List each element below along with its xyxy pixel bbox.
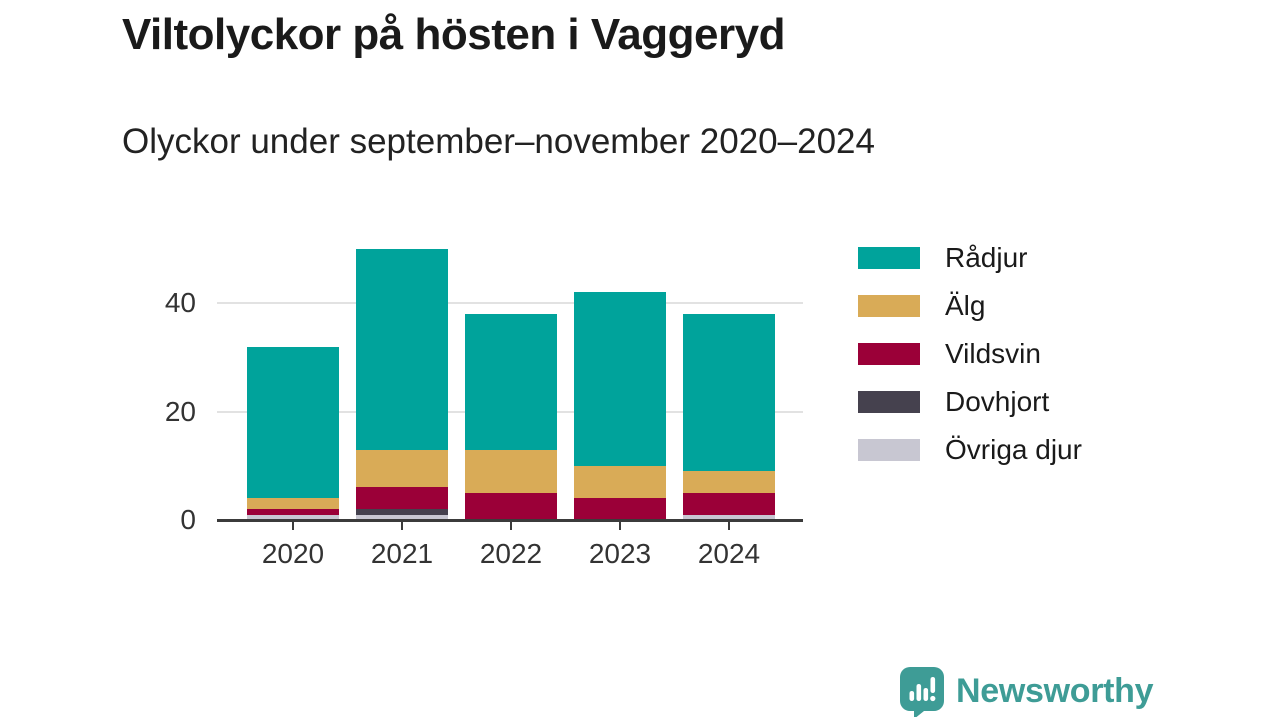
x-axis-tick-label: 2022 — [479, 538, 543, 569]
legend-item-Älg: Älg — [858, 282, 1082, 330]
bar-segment-Övriga djur-2021 — [356, 514, 448, 520]
legend-item-Dovhjort: Dovhjort — [858, 378, 1082, 426]
legend-label: Älg — [945, 290, 986, 321]
bar-segment-Rådjur-2021 — [356, 249, 448, 450]
y-axis-tick-label: 20 — [164, 395, 196, 427]
legend-swatch — [858, 295, 920, 317]
bar-segment-Vildsvin-2021 — [356, 487, 448, 510]
newsworthy-logo-icon — [900, 667, 944, 717]
x-axis-tick — [619, 522, 621, 530]
legend-item-Övriga djur: Övriga djur — [858, 426, 1082, 474]
x-axis-tick-label: 2021 — [370, 538, 434, 569]
bar-segment-Älg-2023 — [574, 465, 666, 499]
legend-label: Vildsvin — [945, 338, 1041, 369]
brand-logo[interactable]: Newsworthy — [898, 665, 1154, 717]
bar-segment-Älg-2021 — [356, 449, 448, 488]
y-axis-tick-label: 40 — [164, 287, 196, 319]
chart-subtitle: Olyckor under september–november 2020–20… — [122, 122, 875, 161]
legend-swatch — [858, 343, 920, 365]
bar-segment-Älg-2024 — [683, 471, 775, 493]
legend-label: Dovhjort — [945, 386, 1050, 417]
legend-item-Vildsvin: Vildsvin — [858, 330, 1082, 378]
legend-label: Övriga djur — [945, 434, 1082, 465]
legend-item-Rådjur: Rådjur — [858, 234, 1082, 282]
bar-segment-Vildsvin-2024 — [683, 492, 775, 515]
x-axis-tick-label: 2023 — [588, 538, 652, 569]
legend-swatch — [858, 391, 920, 413]
legend-label: Rådjur — [945, 242, 1028, 273]
bar-segment-Övriga djur-2024 — [683, 514, 775, 520]
x-axis-line — [217, 519, 803, 522]
x-axis-tick-label: 2024 — [697, 538, 761, 569]
page-title: Viltolyckor på hösten i Vaggeryd — [122, 10, 785, 59]
y-axis-tick-label: 0 — [180, 504, 196, 535]
bar-segment-Rådjur-2023 — [574, 292, 666, 466]
chart-legend: Rådjur Älg Vildsvin Dovhjort Övriga djur — [858, 234, 1082, 474]
x-axis-tick-label: 2020 — [261, 538, 325, 569]
x-axis-tick — [728, 522, 730, 530]
bar-segment-Älg-2022 — [465, 449, 557, 493]
bar-segment-Vildsvin-2020 — [247, 509, 339, 515]
bar-segment-Rådjur-2022 — [465, 314, 557, 450]
bar-segment-Dovhjort-2021 — [356, 509, 448, 515]
bar-segment-Vildsvin-2022 — [465, 492, 557, 520]
bar-segment-Rådjur-2020 — [247, 346, 339, 499]
legend-swatch — [858, 439, 920, 461]
bar-segment-Rådjur-2024 — [683, 314, 775, 472]
bar-segment-Vildsvin-2023 — [574, 498, 666, 520]
gridline-y40 — [217, 302, 803, 305]
bar-segment-Älg-2020 — [247, 498, 339, 510]
x-axis-tick — [401, 522, 403, 530]
brand-name: Newsworthy — [956, 671, 1154, 710]
x-axis-tick — [292, 522, 294, 530]
legend-swatch — [858, 247, 920, 269]
x-axis-tick — [510, 522, 512, 530]
bar-segment-Övriga djur-2020 — [247, 514, 339, 520]
